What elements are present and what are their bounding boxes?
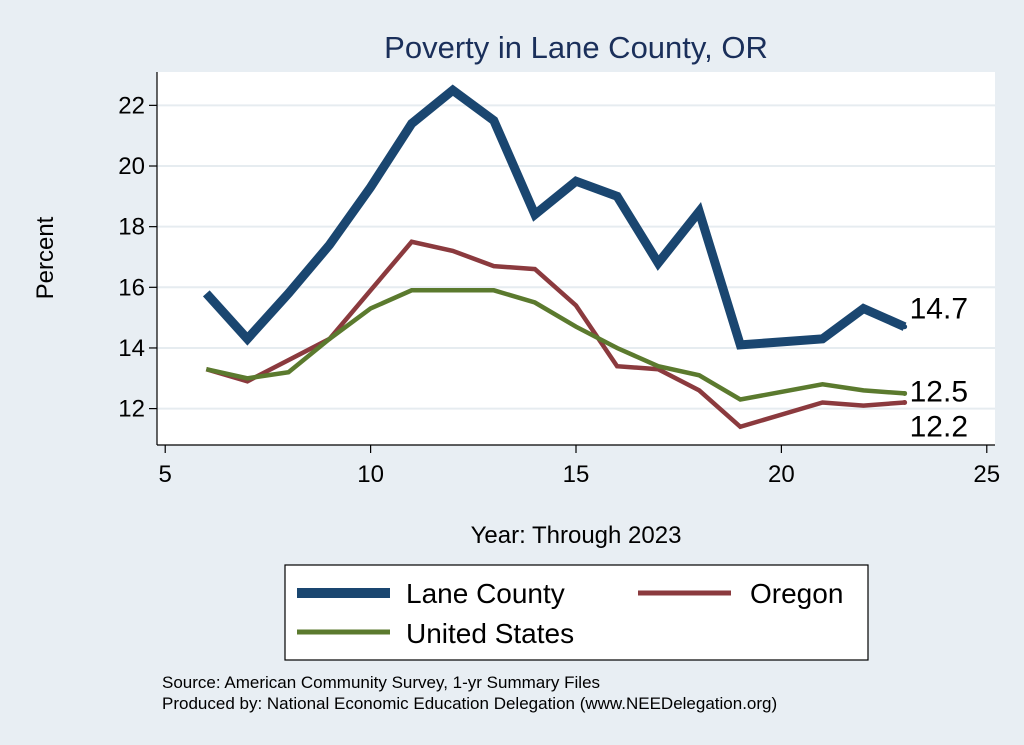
x-axis-ticks: 5 10 15 20 25 (159, 445, 1000, 488)
y-tick-label-14: 14 (118, 335, 145, 362)
legend-label-oregon: Oregon (750, 578, 843, 609)
y-tick-label-22: 22 (118, 92, 145, 119)
legend-label-united-states: United States (406, 618, 574, 649)
series-line-oregon (205, 239, 905, 430)
y-tick-label-16: 16 (118, 274, 145, 301)
y-axis-ticks: 12 14 16 18 20 22 (118, 92, 157, 423)
series-lines (202, 84, 908, 430)
end-label-oregon: 12.2 (910, 411, 968, 444)
x-axis-title: Year: Through 2023 (471, 522, 682, 549)
x-tick-label-10: 10 (357, 461, 384, 488)
legend-label-lane-county: Lane County (406, 578, 565, 609)
legend-box (284, 564, 869, 661)
source-note: Source: American Community Survey, 1-yr … (162, 673, 600, 692)
end-labels: 14.7 12.212.5 (910, 293, 968, 444)
end-marker-oregon (902, 400, 908, 406)
y-tick-label-12: 12 (118, 396, 145, 423)
y-axis-title: Percent (32, 216, 59, 299)
x-tick-label-20: 20 (768, 461, 795, 488)
end-marker-lane-county (902, 324, 908, 330)
y-tick-label-20: 20 (118, 153, 145, 180)
plot-area (157, 72, 995, 445)
legend: Lane County Oregon United States (284, 564, 869, 661)
x-tick-label-5: 5 (159, 461, 172, 488)
chart-title: Poverty in Lane County, OR (384, 30, 768, 65)
series-line-united-states (205, 288, 905, 402)
end-label-lane-county: 14.7 (910, 293, 968, 326)
end-marker-united-states (902, 390, 908, 396)
series-line-lane-county (202, 84, 907, 350)
end-label-united-states: 12.5 (910, 375, 968, 408)
producer-note: Produced by: National Economic Education… (162, 694, 777, 713)
x-tick-label-25: 25 (973, 461, 1000, 488)
y-tick-label-18: 18 (118, 214, 145, 241)
x-tick-label-15: 15 (563, 461, 590, 488)
